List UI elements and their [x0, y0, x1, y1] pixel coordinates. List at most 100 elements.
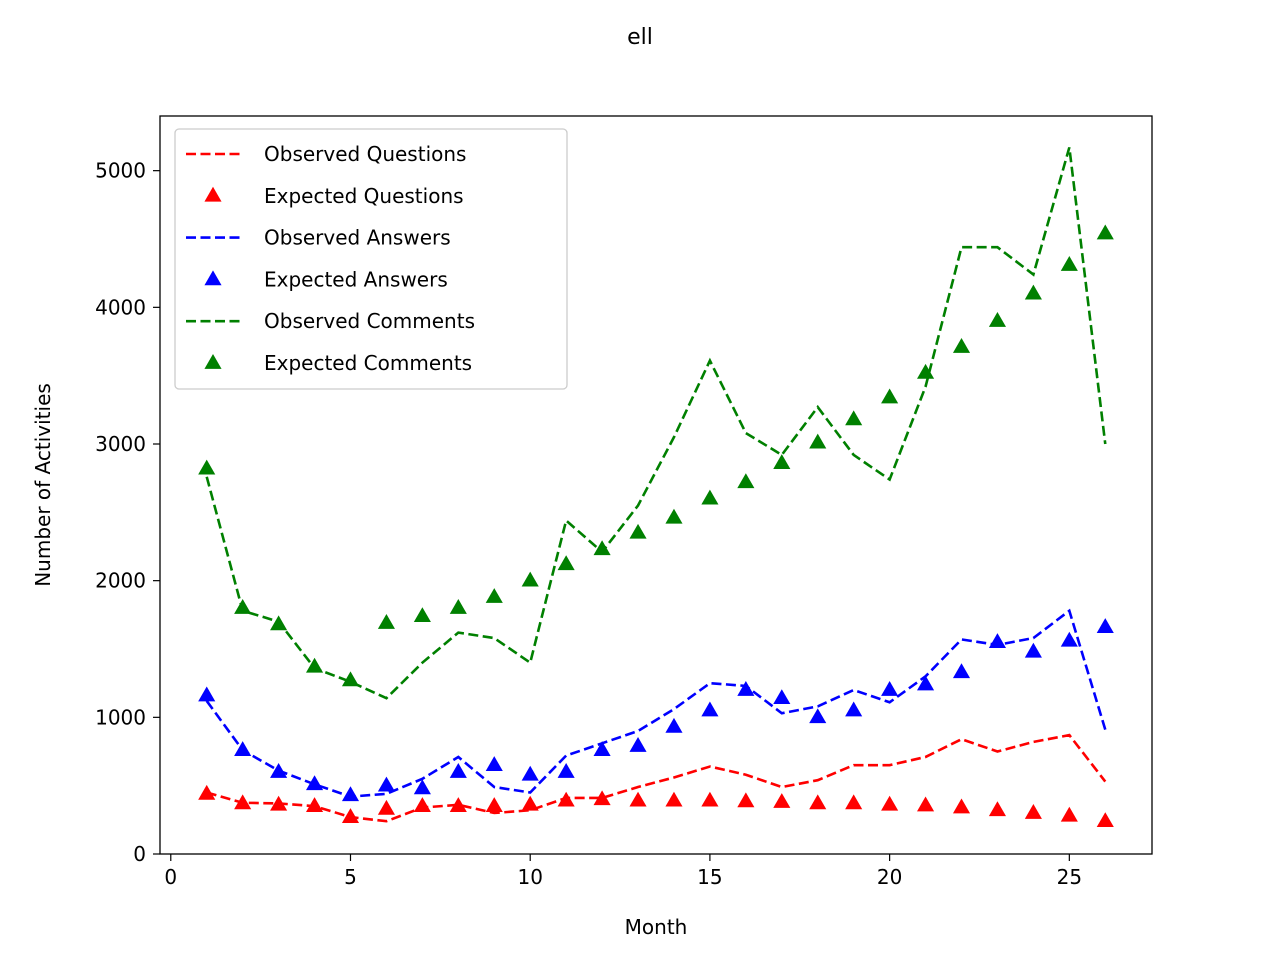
data-point-expected-questions: [845, 794, 863, 810]
y-tick-label: 1000: [95, 705, 146, 729]
data-point-expected-answers: [557, 763, 575, 778]
legend-swatch-expected-questions: [204, 186, 222, 202]
data-point-expected-comments: [593, 540, 611, 556]
y-tick-label: 5000: [95, 159, 146, 183]
data-point-expected-answers: [234, 741, 252, 756]
data-point-expected-comments: [377, 614, 395, 629]
data-point-expected-questions: [665, 791, 683, 807]
y-tick-label: 4000: [95, 295, 146, 319]
data-point-expected-questions: [593, 790, 611, 806]
data-point-expected-comments: [306, 657, 324, 673]
data-point-expected-questions: [1024, 804, 1042, 819]
series-layer: [198, 147, 1114, 828]
x-axis-label: Month: [625, 915, 688, 939]
data-point-expected-comments: [629, 523, 647, 539]
data-point-expected-questions: [270, 795, 288, 811]
data-point-expected-answers: [306, 775, 324, 791]
x-tick-label: 20: [877, 865, 902, 889]
data-point-expected-comments: [485, 588, 503, 603]
data-point-expected-answers: [629, 737, 647, 752]
data-point-expected-answers: [1096, 618, 1114, 633]
data-point-expected-comments: [988, 312, 1006, 327]
legend-swatch-expected-comments: [204, 354, 222, 369]
legend-label-expected-questions: Expected Questions: [264, 184, 464, 208]
data-point-expected-answers: [988, 633, 1006, 649]
data-point-expected-answers: [449, 763, 467, 778]
data-point-expected-questions: [701, 791, 719, 807]
data-point-expected-questions: [557, 791, 575, 807]
data-point-expected-comments: [1096, 224, 1114, 240]
data-point-expected-answers: [701, 701, 719, 717]
data-point-expected-comments: [413, 607, 431, 623]
data-point-expected-comments: [557, 555, 575, 571]
data-point-expected-comments: [449, 599, 467, 614]
x-tick-label: 10: [517, 865, 542, 889]
legend-label-observed-comments: Observed Comments: [264, 309, 475, 333]
chart-title: ell: [627, 25, 653, 50]
data-point-expected-answers: [845, 701, 863, 717]
data-point-expected-answers: [485, 756, 503, 772]
x-tick-label: 5: [344, 865, 357, 889]
data-point-expected-answers: [1060, 631, 1078, 647]
data-point-expected-answers: [270, 763, 288, 778]
legend-label-expected-comments: Expected Comments: [264, 351, 472, 375]
data-point-expected-comments: [881, 388, 899, 404]
data-point-expected-comments: [952, 337, 971, 353]
data-point-expected-answers: [1024, 642, 1042, 658]
data-point-expected-answers: [377, 776, 395, 792]
y-tick-label: 3000: [95, 432, 146, 456]
data-point-expected-answers: [737, 681, 755, 696]
data-point-expected-questions: [737, 792, 755, 808]
data-point-expected-comments: [809, 433, 827, 449]
data-point-expected-comments: [234, 599, 252, 614]
data-point-expected-comments: [270, 615, 288, 631]
data-point-expected-answers: [809, 708, 827, 724]
data-point-expected-comments: [198, 459, 216, 475]
data-point-expected-comments: [341, 671, 360, 687]
x-tick-label: 0: [164, 865, 177, 889]
data-point-expected-answers: [341, 786, 360, 802]
data-point-expected-questions: [306, 797, 324, 813]
data-point-expected-answers: [881, 681, 899, 696]
x-axis: 0 5 10 15 20 25: [164, 854, 1082, 889]
y-axis: 0 1000 2000 3000 4000 5000: [95, 159, 160, 866]
data-point-expected-answers: [917, 675, 935, 691]
data-point-expected-questions: [988, 801, 1006, 817]
data-point-expected-questions: [234, 794, 252, 810]
data-point-expected-comments: [1060, 255, 1078, 271]
data-point-expected-questions: [521, 795, 539, 811]
data-point-expected-questions: [773, 793, 791, 808]
legend-label-observed-questions: Observed Questions: [264, 142, 466, 166]
data-point-expected-questions: [917, 796, 935, 812]
legend-label-expected-answers: Expected Answers: [264, 267, 448, 291]
plot-frame: [159, 115, 1153, 855]
y-axis-label: Number of Activities: [31, 383, 55, 587]
data-point-expected-questions: [198, 784, 216, 800]
data-point-expected-comments: [773, 454, 791, 469]
data-point-expected-questions: [377, 799, 395, 815]
data-point-expected-comments: [701, 489, 719, 505]
data-point-expected-comments: [1024, 284, 1042, 300]
data-point-expected-comments: [665, 508, 683, 524]
data-point-expected-answers: [198, 686, 216, 702]
series-line-observed-answers: [205, 608, 1107, 798]
data-point-expected-answers: [593, 741, 611, 756]
legend: Observed Questions Expected Questions Obse…: [174, 128, 568, 390]
data-point-expected-answers: [773, 689, 791, 705]
data-point-expected-questions: [1096, 812, 1114, 828]
y-tick-label: 2000: [95, 569, 146, 593]
data-point-expected-questions: [485, 797, 503, 813]
data-point-expected-answers: [952, 663, 971, 679]
legend-label-observed-answers: Observed Answers: [264, 226, 451, 250]
y-tick-label: 0: [133, 842, 146, 866]
data-point-expected-answers: [665, 717, 683, 733]
data-point-expected-questions: [809, 794, 827, 810]
data-point-expected-questions: [449, 797, 467, 813]
legend-swatch-expected-answers: [204, 270, 222, 286]
data-point-expected-questions: [413, 797, 431, 813]
data-point-expected-questions: [629, 791, 647, 807]
data-point-expected-answers: [521, 765, 539, 781]
data-point-expected-comments: [917, 363, 935, 379]
data-point-expected-questions: [952, 798, 971, 814]
